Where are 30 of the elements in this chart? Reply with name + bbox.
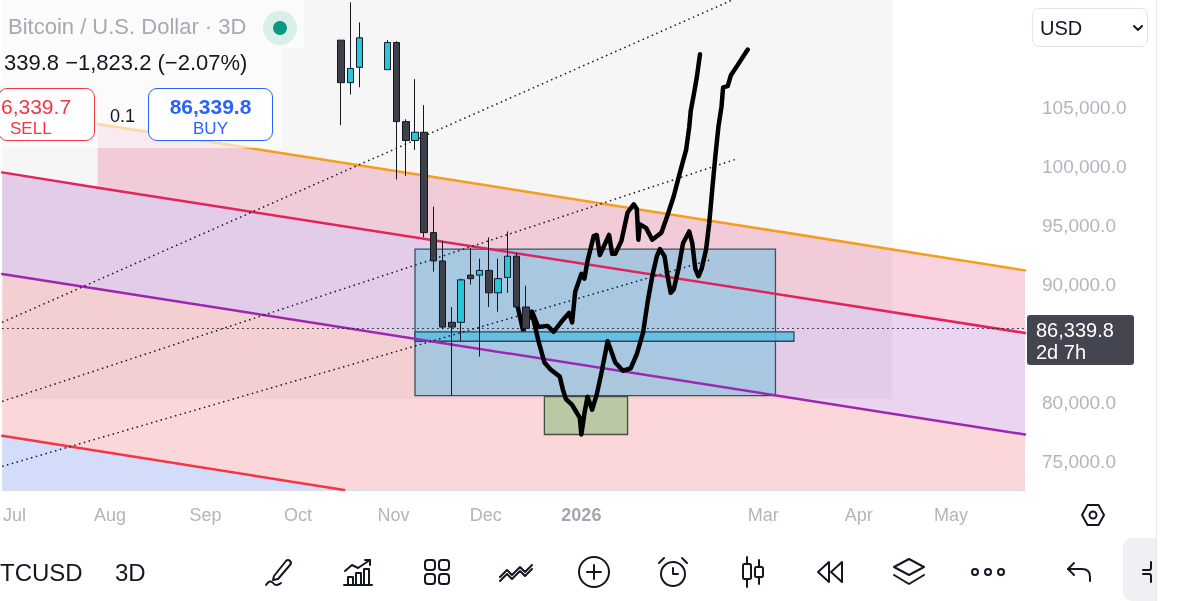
currency-dropdown: USD bbox=[1032, 8, 1148, 47]
ref-line-label: 86,339.8 bbox=[1036, 318, 1114, 341]
annotation: 339.8 −1,823.2 (−2.07%) bbox=[4, 50, 248, 75]
text: TCUSD bbox=[0, 559, 83, 586]
annotation: 0.1 bbox=[110, 106, 136, 126]
annotation: BUY bbox=[193, 119, 228, 138]
x-tick-label: Aug bbox=[93, 505, 127, 525]
x-tick-label: May bbox=[934, 505, 969, 525]
x-tick-label: 2026 bbox=[561, 505, 602, 525]
x-tick-label: Mar bbox=[747, 505, 779, 525]
x-tick-label: Dec bbox=[469, 505, 502, 525]
x-tick-label: Apr bbox=[844, 505, 873, 525]
text: 3D bbox=[115, 559, 146, 586]
price-label: 86,339.8 2d 7h bbox=[1027, 314, 1134, 365]
y-tick-label: 80,000.0 bbox=[1042, 392, 1116, 414]
y-tick-label: 105,000.0 bbox=[1042, 96, 1127, 118]
annotation: 86,339.8 bbox=[169, 95, 252, 118]
x-tick-label: Sep bbox=[189, 505, 222, 525]
y-tick-label: 75,000.0 bbox=[1042, 451, 1116, 473]
annotation: SELL bbox=[10, 119, 52, 138]
sell-button: 6,339.7 SELL bbox=[0, 88, 95, 141]
y-tick-label: 90,000.0 bbox=[1042, 274, 1116, 296]
y-tick-label: 100,000.0 bbox=[1042, 155, 1127, 177]
y-tick-label: 95,000.0 bbox=[1042, 215, 1116, 237]
x-tick-label: Nov bbox=[377, 505, 410, 525]
text: Bitcoin / U.S. Dollar · 3D bbox=[8, 14, 247, 39]
x-tick-label: Oct bbox=[283, 505, 312, 525]
x-tick-label: Jul bbox=[3, 505, 27, 525]
annotation: 6,339.7 bbox=[1, 95, 72, 118]
buy-button: 86,339.8 BUY bbox=[148, 88, 273, 141]
